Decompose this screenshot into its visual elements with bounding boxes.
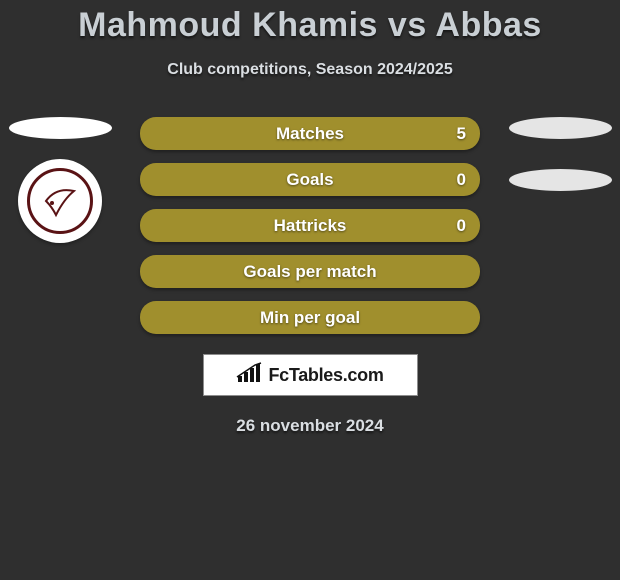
- stat-label: Min per goal: [260, 308, 360, 328]
- subtitle: Club competitions, Season 2024/2025: [0, 61, 620, 79]
- generation-date: 26 november 2024: [0, 416, 620, 436]
- comparison-panel: Matches 5 Goals 0 Hattricks 0 Goals per …: [0, 117, 620, 334]
- right-player-name-placeholder: [509, 117, 612, 139]
- right-player-column: [500, 117, 620, 191]
- brand-watermark: FcTables.com: [203, 354, 418, 396]
- stat-right-value: 5: [457, 117, 466, 150]
- stat-label: Matches: [276, 124, 344, 144]
- bar-chart-icon: [236, 362, 262, 389]
- stat-row-goals: Goals 0: [140, 163, 480, 196]
- stat-label: Goals per match: [243, 262, 376, 282]
- page-title: Mahmoud Khamis vs Abbas: [0, 0, 620, 45]
- stat-right-value: 0: [457, 163, 466, 196]
- stat-row-goals-per-match: Goals per match: [140, 255, 480, 288]
- stat-label: Hattricks: [274, 216, 347, 236]
- left-player-column: [0, 117, 120, 243]
- left-club-logo: [18, 159, 102, 243]
- stat-right-value: 0: [457, 209, 466, 242]
- right-club-logo-placeholder: [509, 169, 612, 191]
- left-player-name-placeholder: [9, 117, 112, 139]
- stat-label: Goals: [286, 170, 333, 190]
- stat-pill-list: Matches 5 Goals 0 Hattricks 0 Goals per …: [140, 117, 480, 334]
- brand-label: FcTables.com: [268, 365, 383, 386]
- stat-row-hattricks: Hattricks 0: [140, 209, 480, 242]
- al-wahda-logo-icon: [27, 168, 93, 234]
- stat-row-matches: Matches 5: [140, 117, 480, 150]
- stat-row-min-per-goal: Min per goal: [140, 301, 480, 334]
